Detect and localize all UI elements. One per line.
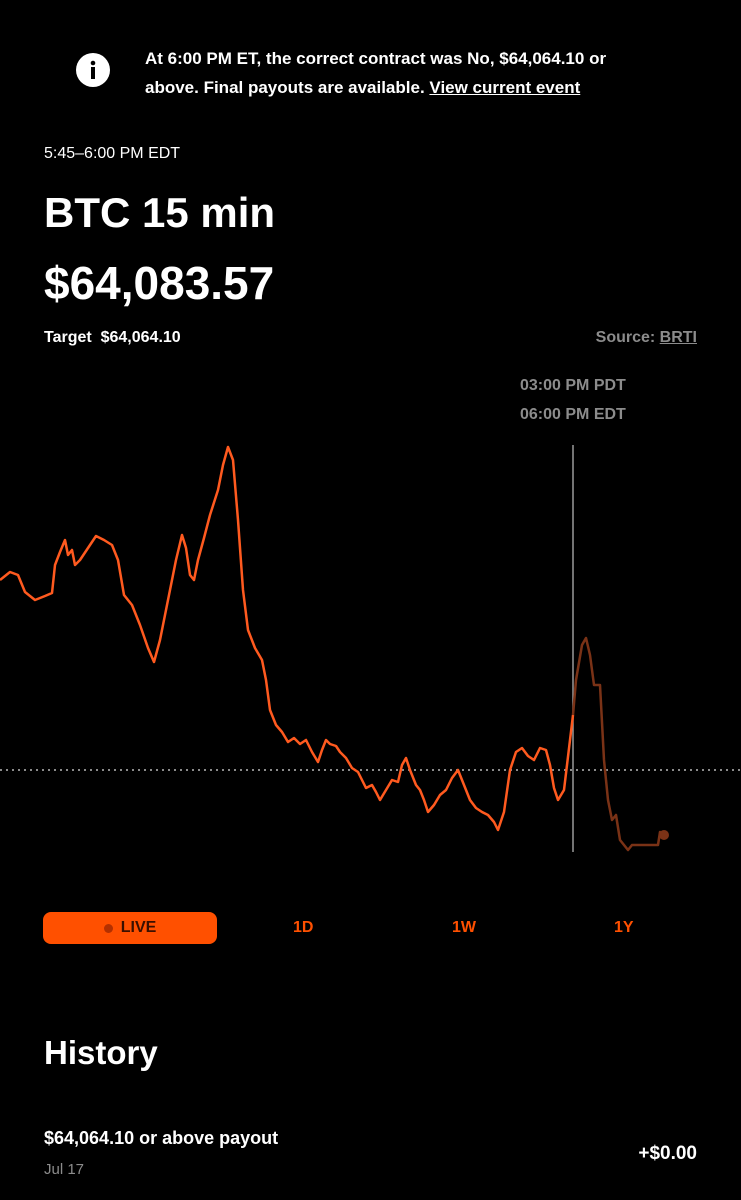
- banner-text: At 6:00 PM ET, the correct contract was …: [145, 44, 606, 102]
- price-chart: [0, 445, 741, 852]
- source-link[interactable]: BRTI: [659, 329, 697, 346]
- time-label: 03:00 PM PDT: [520, 377, 626, 394]
- time-range: 5:45–6:00 PM EDT: [44, 145, 181, 162]
- banner-link[interactable]: View current event: [429, 78, 581, 97]
- title: BTC 15 min: [44, 189, 276, 236]
- info-icon: [76, 53, 110, 87]
- target: Target $64,064.10: [44, 329, 181, 347]
- banner-line: At 6:00 PM ET, the correct contract was …: [145, 49, 607, 68]
- tab-label: LIVE: [120, 919, 157, 936]
- target-value: $64,064.10: [100, 329, 181, 346]
- time-label: 06:00 PM EDT: [520, 406, 626, 423]
- price-line: [0, 445, 575, 832]
- tab[interactable]: 1W: [452, 919, 476, 936]
- price-line-after: [571, 636, 665, 852]
- price: $64,083.57: [44, 257, 275, 309]
- price-dot: [659, 830, 669, 840]
- tab[interactable]: 1D: [293, 919, 314, 936]
- banner-line: above. Final payouts are available.: [145, 78, 425, 97]
- time-labels: 03:00 PM PDT 06:00 PM EDT: [520, 371, 626, 429]
- tab[interactable]: 1Y: [614, 919, 634, 936]
- tab-live[interactable]: LIVE: [43, 912, 217, 944]
- target-label: Target: [44, 329, 92, 346]
- history-title: History: [44, 1034, 158, 1071]
- live-dot: [103, 923, 113, 933]
- history-row-title: $64,064.10 or above payout: [44, 1128, 279, 1148]
- history-row-amount: +$0.00: [638, 1143, 697, 1164]
- history-row-date: Jul 17: [44, 1161, 85, 1178]
- banner-line-2: above. Final payouts are available. View…: [145, 73, 606, 102]
- source: Source: BRTI: [596, 329, 697, 347]
- source-label: Source:: [595, 329, 656, 346]
